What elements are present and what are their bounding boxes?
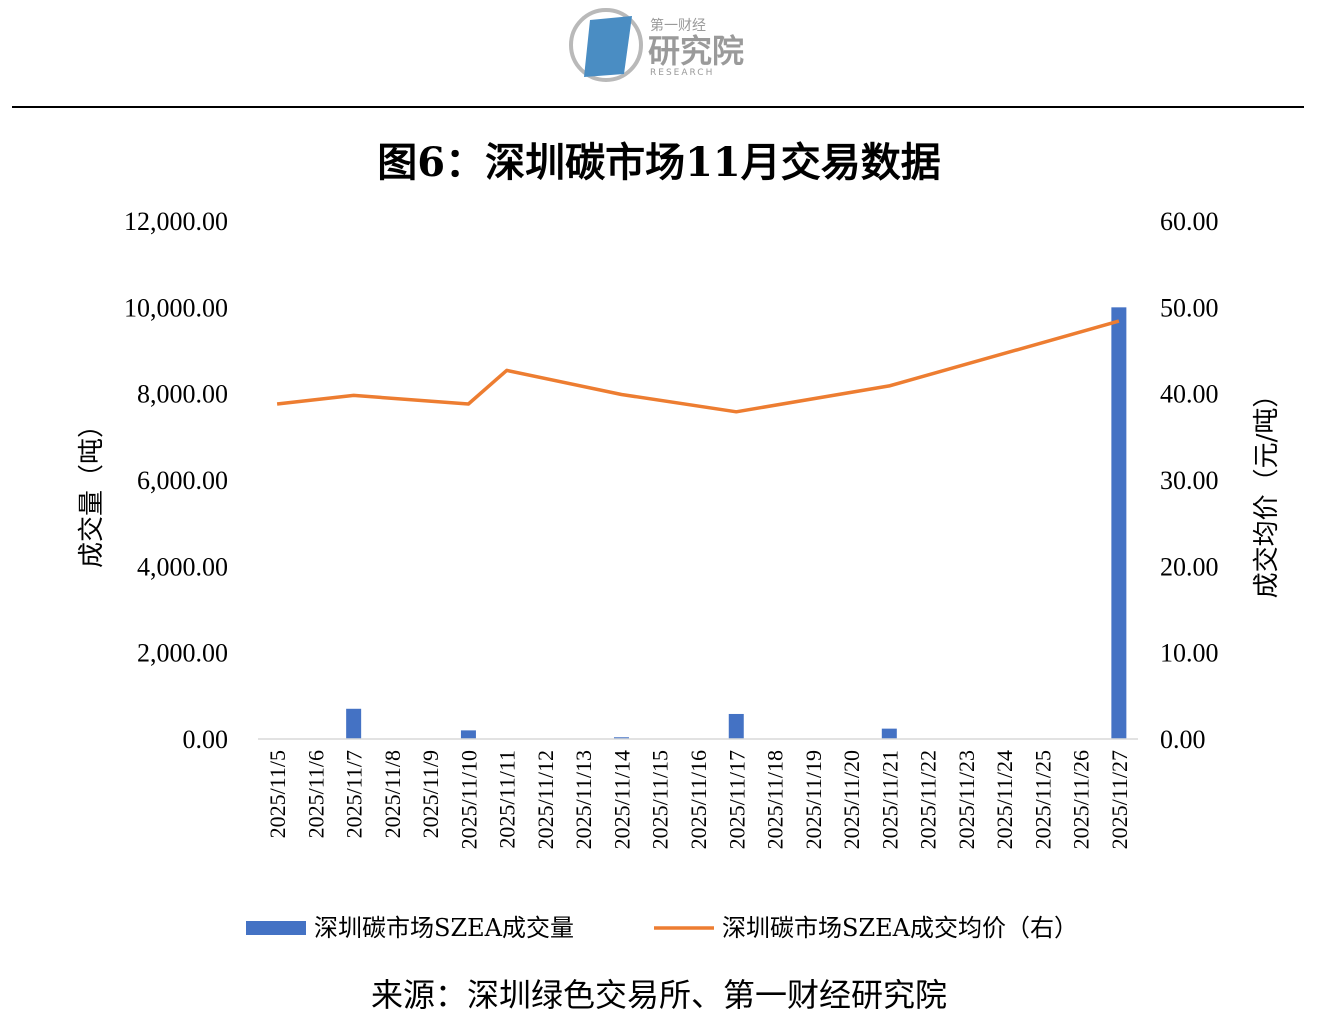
bar (728, 713, 744, 739)
x-tick-label: 2025/11/13 (571, 750, 596, 849)
y2-tick-label: 40.00 (1160, 380, 1219, 409)
report-header: 第一财经 研究院 RESEARCH (0, 0, 1318, 108)
x-tick-label: 2025/11/12 (533, 750, 558, 849)
logo-text-top: 第一财经 (650, 17, 706, 34)
y2-tick-label: 0.00 (1160, 725, 1206, 754)
logo-mark-icon (569, 8, 643, 82)
y2-tick-label: 30.00 (1160, 466, 1219, 495)
x-tick-label: 2025/11/22 (916, 750, 941, 849)
y-tick-label: 2,000.00 (137, 639, 228, 668)
y-tick-label: 0.00 (183, 725, 229, 754)
legend-swatch-volume (246, 921, 306, 935)
y-axis-right: 0.00 10.00 20.00 30.00 40.00 50.00 60.00 (1160, 207, 1219, 754)
y2-tick-label: 10.00 (1160, 639, 1219, 668)
y2-axis-label: 成交均价（元/吨） (1252, 382, 1282, 599)
x-tick-label: 2025/11/8 (380, 750, 405, 838)
logo-text-main: 研究院 (648, 32, 744, 70)
y2-tick-label: 20.00 (1160, 552, 1219, 581)
source-note: 来源：深圳绿色交易所、第一财经研究院 (371, 976, 947, 1014)
y2-tick-label: 50.00 (1160, 293, 1219, 322)
bar (346, 708, 362, 739)
y-tick-label: 10,000.00 (124, 293, 228, 322)
x-tick-label: 2025/11/7 (342, 750, 367, 838)
bar-series (346, 307, 1127, 739)
y-axis-label: 成交量（吨） (77, 412, 107, 568)
x-tick-label: 2025/11/27 (1107, 750, 1132, 849)
y-tick-label: 8,000.00 (137, 380, 228, 409)
x-tick-label: 2025/11/25 (1030, 750, 1055, 849)
x-tick-label: 2025/11/5 (265, 750, 290, 838)
logo: 第一财经 研究院 RESEARCH (569, 8, 744, 82)
x-tick-label: 2025/11/6 (303, 750, 328, 838)
x-tick-label: 2025/11/11 (495, 750, 520, 849)
bar (460, 730, 476, 739)
x-tick-label: 2025/11/14 (609, 750, 634, 849)
header-divider (12, 106, 1304, 108)
x-tick-label: 2025/11/19 (801, 750, 826, 849)
bar (613, 737, 629, 739)
legend: 深圳碳市场SZEA成交量 深圳碳市场SZEA成交均价（右） (246, 914, 1078, 942)
x-tick-label: 2025/11/21 (877, 750, 902, 849)
bar (1111, 307, 1127, 739)
legend-label-volume: 深圳碳市场SZEA成交量 (314, 914, 574, 942)
y-tick-label: 12,000.00 (124, 207, 228, 236)
legend-label-price: 深圳碳市场SZEA成交均价（右） (722, 914, 1078, 942)
bar (881, 728, 897, 739)
x-tick-label: 2025/11/20 (839, 750, 864, 849)
y-tick-label: 6,000.00 (137, 466, 228, 495)
logo-text-research: RESEARCH (650, 68, 714, 78)
x-tick-label: 2025/11/17 (724, 750, 749, 849)
x-tick-label: 2025/11/26 (1069, 750, 1094, 849)
x-tick-label: 2025/11/16 (686, 750, 711, 849)
x-tick-label: 2025/11/10 (456, 750, 481, 849)
x-tick-label: 2025/11/15 (648, 750, 673, 849)
x-tick-label: 2025/11/23 (954, 750, 979, 849)
chart-title: 图6：深圳碳市场11月交易数据 (377, 139, 941, 186)
y2-tick-label: 60.00 (1160, 207, 1219, 236)
x-tick-label: 2025/11/24 (992, 750, 1017, 849)
y-tick-label: 4,000.00 (137, 552, 228, 581)
y-axis-left: 0.00 2,000.00 4,000.00 6,000.00 8,000.00 10,0… (124, 207, 228, 754)
x-tick-label: 2025/11/18 (763, 750, 788, 849)
x-tick-label: 2025/11/9 (418, 750, 443, 838)
line-series (276, 319, 1120, 414)
x-axis: 2025/11/5 2025/11/6 2025/11/7 2025/11/8 2025… (265, 750, 1132, 849)
